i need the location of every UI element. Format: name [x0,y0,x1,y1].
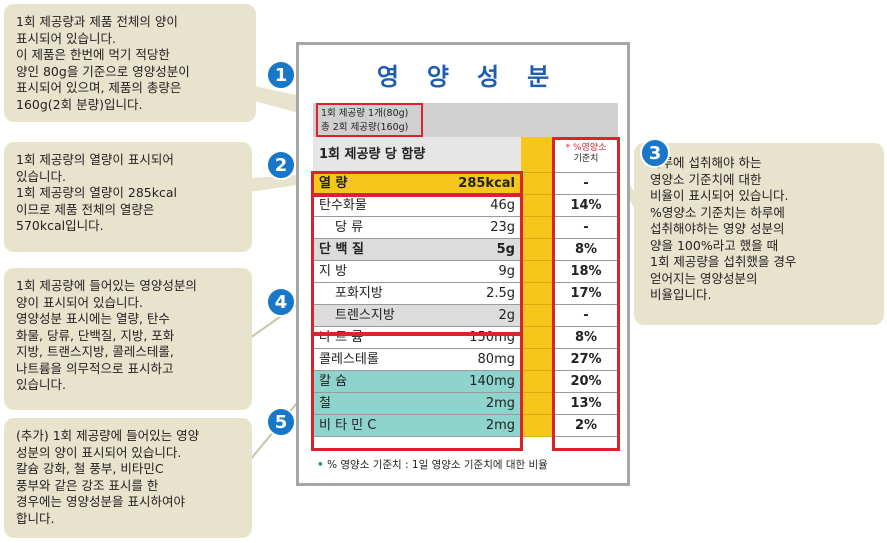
badge-2: 2 [266,150,296,180]
nutrient-daily-value: 13% [554,393,618,415]
nutrient-name: 콜레스테롤 [319,352,379,367]
table-row: 열 량 285kcal - [313,173,618,195]
nutrient-amount: 285kcal [458,176,515,191]
table-row: 당 류 23g - [313,217,618,239]
header-main: 1회 제공량 당 함량 [319,147,426,162]
nutrient-daily-value: 14% [554,195,618,217]
nutrient-daily-value: 27% [554,349,618,371]
nutrient-name: 트렌스지방 [335,308,395,323]
table-row: 탄수화물 46g 14% [313,195,618,217]
highlight-daily-value-column [552,137,620,451]
nutrient-amount: 5g [496,242,515,257]
nutrient-amount: 2mg [485,396,515,411]
header-pct-line-1: * %영양소 [565,143,607,153]
nutrient-name: 열 량 [319,176,348,191]
nutrition-label: 영양성분 1회 제공량 1개(80g) 총 2회 제공량(160g) 1회 제공… [296,42,630,486]
nutrient-daily-value: 17% [554,283,618,305]
serving-info: 1회 제공량 1개(80g) 총 2회 제공량(160g) [313,103,618,139]
nutrient-name: 지 방 [319,264,348,279]
footnote-bullet: • [317,459,324,471]
callout-additional-nutrients: (추가) 1회 제공량에 들어있는 영양 성분의 양이 표시되어 있습니다. 칼… [4,418,252,538]
nutrient-amount: 2g [498,308,515,323]
nutrient-name: 단 백 질 [319,242,364,257]
callout-daily-value: 하루에 섭취해야 하는 영양소 기준치에 대한 비율이 표시되어 있습니다. %… [634,143,884,325]
label-title: 영양성분 [376,63,578,91]
nutrient-amount: 2.5g [486,286,515,301]
nutrient-name: 칼 슘 [319,374,348,389]
nutrient-daily-value: 18% [554,261,618,283]
callout-nutrients: 1회 제공량에 들어있는 영양성분의 양이 표시되어 있습니다. 영양성분 표시… [4,268,252,410]
nutrient-amount: 9g [498,264,515,279]
table-row: 비 타 민 C 2mg 2% [313,415,618,437]
callout-serving-size: 1회 제공량과 제품 전체의 양이 표시되어 있습니다. 이 제품은 한번에 먹… [4,4,256,122]
nutrient-daily-value: 8% [554,327,618,349]
nutrient-amount: 23g [490,220,515,235]
table-row: 포화지방 2.5g 17% [313,283,618,305]
nutrient-daily-value: - [554,217,618,239]
nutrient-daily-value: - [554,173,618,195]
badge-3: 3 [640,138,670,168]
table-row: 철 2mg 13% [313,393,618,415]
table-row: 칼 슘 140mg 20% [313,371,618,393]
nutrient-daily-value: - [554,305,618,327]
table-header: 1회 제공량 당 함량 * %영양소 기준치 [313,137,618,173]
nutrient-name: 비 타 민 C [319,418,377,433]
table-row: 트렌스지방 2g - [313,305,618,327]
nutrient-daily-value: 8% [554,239,618,261]
badge-4: 4 [266,287,296,317]
highlight-nutrients-mandatory [311,193,523,335]
nutrient-amount: 80mg [477,352,515,367]
footnote: • % 영양소 기준치 : 1일 영양소 기준치에 대한 비율 [317,457,548,472]
table-row: 지 방 9g 18% [313,261,618,283]
table-row: 단 백 질 5g 8% [313,239,618,261]
footnote-text: % 영양소 기준치 : 1일 영양소 기준치에 대한 비율 [327,459,548,471]
nutrient-name: 당 류 [335,220,364,235]
nutrient-amount: 140mg [469,374,515,389]
table-row: 나 트 륨 150mg 8% [313,327,618,349]
serving-line-2: 총 2회 제공량(160g) [321,122,409,133]
nutrient-name: 탄수화물 [319,198,367,213]
nutrient-daily-value: 20% [554,371,618,393]
badge-1: 1 [266,60,296,90]
nutrient-daily-value: 2% [554,415,618,437]
table-row: 콜레스테롤 80mg 27% [313,349,618,371]
badge-5: 5 [266,407,296,437]
highlight-nutrients-additional [311,333,523,451]
serving-size-box: 1회 제공량 1개(80g) 총 2회 제공량(160g) [316,103,423,137]
header-pct-line-2: 기준치 [573,154,599,164]
callout-calories: 1회 제공량의 열량이 표시되어 있습니다. 1회 제공량의 열량이 285kc… [4,142,252,252]
nutrient-name: 포화지방 [335,286,383,301]
nutrient-amount: 2mg [485,418,515,433]
nutrient-amount: 46g [490,198,515,213]
nutrient-name: 철 [319,396,331,411]
serving-line-1: 1회 제공량 1개(80g) [321,108,409,119]
